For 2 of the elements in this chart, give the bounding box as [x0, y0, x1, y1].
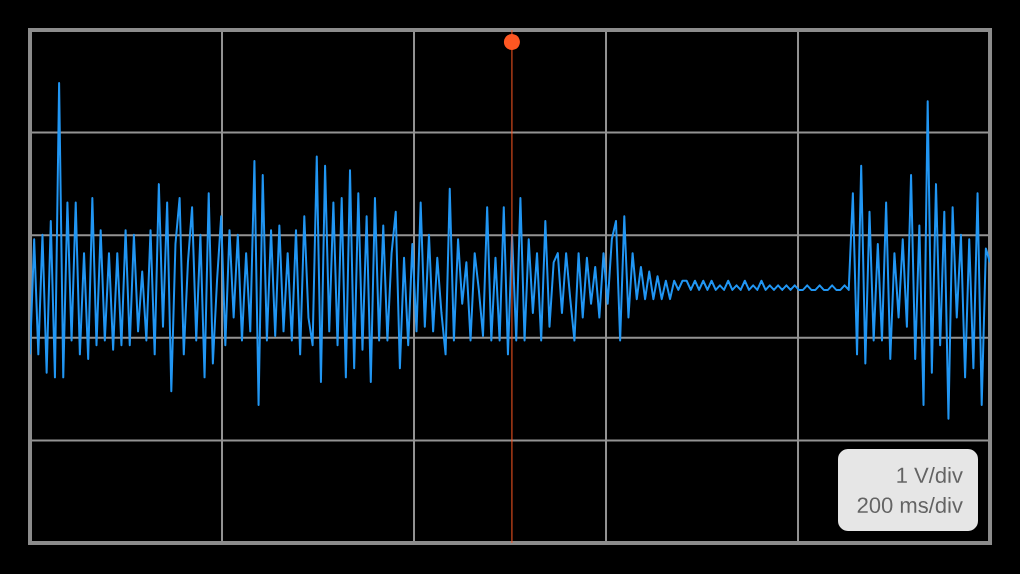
- annotation: 1 V/div: [897, 466, 963, 484]
- annotation: 200 ms/div: [857, 496, 963, 514]
